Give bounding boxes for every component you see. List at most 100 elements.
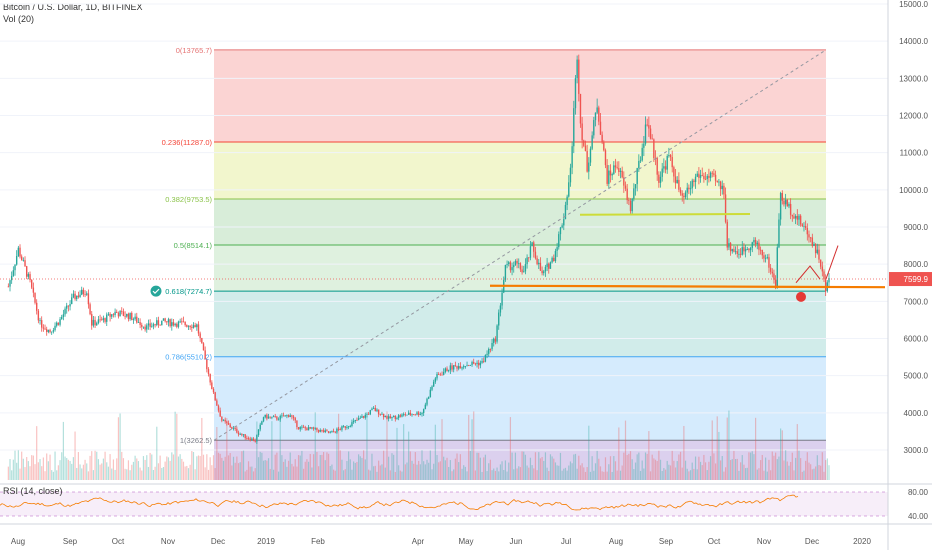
candle-body: [261, 421, 263, 425]
volume-bar: [221, 457, 223, 480]
volume-bar: [87, 471, 90, 480]
candle-body: [52, 330, 55, 332]
candle-body: [583, 140, 585, 146]
candle-body: [708, 175, 710, 178]
volume-bar: [51, 470, 53, 480]
volume-bar: [176, 413, 178, 480]
volume-bar: [771, 451, 773, 480]
volume-bar: [157, 463, 160, 480]
volume-bar: [573, 454, 575, 480]
volume-bar: [22, 458, 24, 480]
candle-body: [483, 361, 485, 362]
candle-body: [509, 262, 512, 271]
fib-label: 0.382(9753.5): [165, 195, 212, 204]
candle-body: [484, 354, 487, 362]
candle-body: [187, 325, 190, 327]
candle-body: [379, 414, 382, 416]
candle-body: [12, 270, 15, 276]
y-tick-label: 9000.0: [904, 223, 929, 232]
candle-body: [539, 262, 542, 271]
candle-body: [35, 302, 38, 311]
candle-body: [629, 200, 632, 212]
volume-bar: [785, 450, 787, 480]
volume-bar: [259, 451, 261, 480]
candle-body: [464, 366, 467, 367]
volume-bar: [494, 470, 496, 480]
candle-body: [574, 78, 577, 109]
candle-body: [179, 321, 181, 323]
volume-bar: [713, 453, 715, 480]
candle-body: [571, 146, 573, 168]
candle-body: [246, 437, 248, 439]
volume-bar: [9, 459, 11, 480]
volume-bar: [483, 457, 485, 480]
volume-bar: [106, 462, 108, 480]
volume-bar: [631, 459, 633, 480]
check-icon-mark: [152, 288, 160, 294]
volume-bar: [309, 453, 311, 480]
volume-bar: [31, 455, 33, 480]
volume-bar: [755, 417, 757, 480]
candle-body: [751, 242, 753, 248]
candle-body: [766, 257, 768, 258]
candle-body: [774, 279, 777, 289]
candle-body: [684, 192, 687, 198]
volume-bar: [146, 455, 148, 480]
volume-bar: [673, 460, 675, 480]
candle-body: [794, 215, 797, 219]
candle-body: [631, 198, 633, 212]
volume-bar: [207, 469, 210, 480]
candle-body: [56, 322, 58, 326]
candle-body: [713, 173, 715, 175]
candle-body: [554, 250, 557, 261]
volume-bar: [568, 465, 570, 480]
candle-body: [666, 156, 668, 170]
candle-body: [352, 420, 355, 423]
candle-body: [176, 323, 178, 327]
y-tick-label: 14000.0: [899, 37, 928, 46]
volume-bar: [12, 459, 14, 480]
candle-body: [541, 270, 543, 274]
candle-body: [117, 312, 120, 317]
candle-body: [558, 234, 560, 248]
candle-body: [784, 199, 787, 205]
candle-body: [743, 247, 745, 252]
y-tick-label: 15000.0: [899, 0, 928, 9]
candle-body: [719, 181, 722, 190]
volume-bar: [669, 465, 672, 480]
x-tick-label: Oct: [708, 537, 721, 546]
volume-bar: [421, 450, 423, 480]
volume-bar: [212, 455, 215, 480]
candle-body: [811, 237, 814, 246]
volume-bar: [301, 450, 303, 480]
volume-bar: [231, 465, 233, 480]
volume-bar: [728, 410, 730, 480]
candle-body: [769, 267, 772, 272]
x-tick-label: Nov: [161, 537, 175, 546]
candle-body: [724, 194, 727, 222]
volume-bar: [818, 465, 820, 480]
candle-body: [72, 293, 75, 298]
candle-body: [422, 409, 425, 414]
candle-body: [669, 155, 672, 158]
candle-body: [573, 108, 575, 147]
candle-body: [272, 416, 275, 418]
volume-bar: [374, 465, 376, 480]
candle-body: [164, 318, 166, 322]
volume-bar: [107, 466, 110, 480]
volume-bar: [488, 463, 490, 480]
volume-bar: [800, 458, 802, 480]
candle-body: [447, 370, 450, 372]
volume-bar: [359, 456, 361, 480]
volume-bar: [726, 417, 728, 480]
candle-body: [77, 295, 80, 297]
volume-bar: [137, 461, 140, 480]
volume-bar: [319, 454, 321, 480]
volume-bar: [723, 471, 725, 480]
volume-bar: [696, 469, 698, 480]
volume-bar: [683, 425, 685, 480]
volume-bar: [671, 450, 673, 480]
candle-body: [534, 251, 537, 259]
volume-bar: [443, 456, 445, 480]
